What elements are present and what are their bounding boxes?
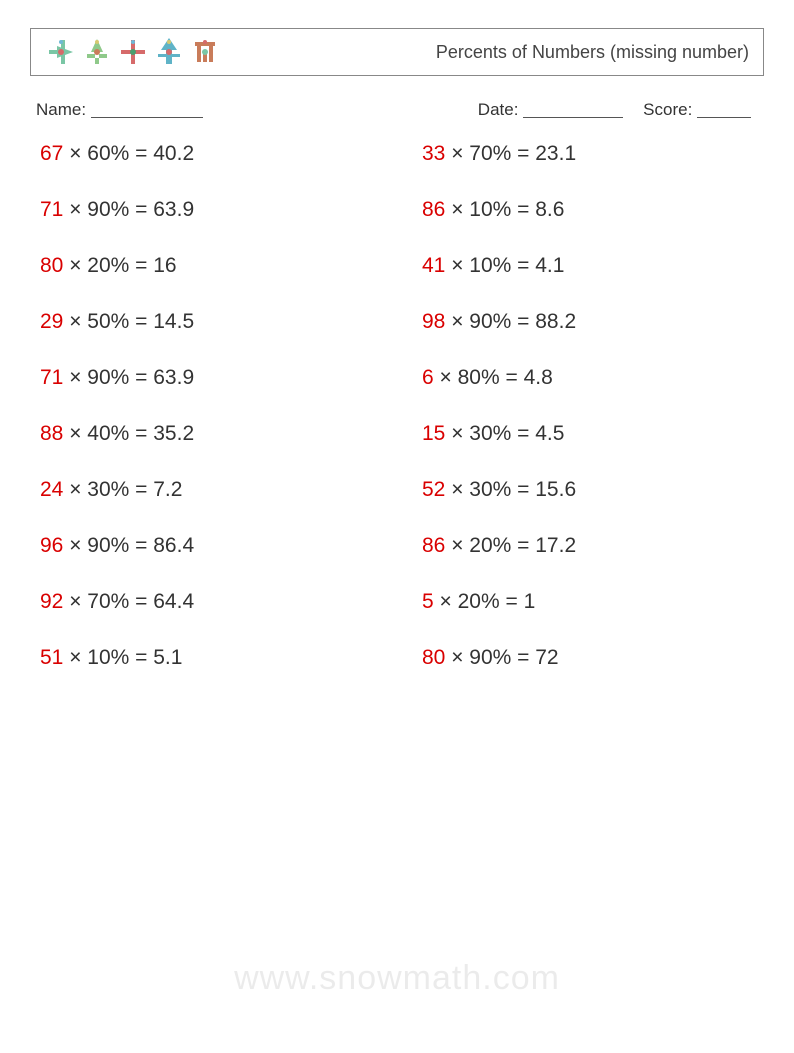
name-label: Name: [36,100,91,120]
equation-rest: × 70% = 23.1 [445,142,576,165]
problem-row: 67 × 60% = 40.2 [40,142,382,166]
missing-number: 29 [40,310,63,333]
equation-rest: × 10% = 8.6 [445,198,564,221]
missing-number: 33 [422,142,445,165]
problem-row: 86 × 20% = 17.2 [422,534,764,558]
spacer [203,100,478,120]
score-blank[interactable] [697,100,751,118]
missing-number: 80 [422,646,445,669]
missing-number: 51 [40,646,63,669]
header-icons-row [45,36,221,68]
equation-rest: × 90% = 63.9 [63,198,194,221]
date-label: Date: [478,100,523,120]
problem-row: 71 × 90% = 63.9 [40,366,382,390]
equation-rest: × 70% = 64.4 [63,590,194,613]
plane-red-icon [117,36,149,68]
info-row: Name: Date: Score: [30,100,764,120]
problem-row: 5 × 20% = 1 [422,590,764,614]
equation-rest: × 10% = 5.1 [63,646,182,669]
missing-number: 41 [422,254,445,277]
score-label: Score: [643,100,697,120]
missing-number: 15 [422,422,445,445]
equation-rest: × 20% = 1 [434,590,536,613]
missing-number: 71 [40,198,63,221]
equation-rest: × 90% = 86.4 [63,534,194,557]
name-blank[interactable] [91,100,203,118]
problem-row: 29 × 50% = 14.5 [40,310,382,334]
missing-number: 6 [422,366,434,389]
missing-number: 5 [422,590,434,613]
missing-number: 98 [422,310,445,333]
missing-number: 92 [40,590,63,613]
plane-teal-icon [153,36,185,68]
problem-row: 51 × 10% = 5.1 [40,646,382,670]
missing-number: 88 [40,422,63,445]
problem-row: 98 × 90% = 88.2 [422,310,764,334]
missing-number: 71 [40,366,63,389]
problems-grid: 67 × 60% = 40.2 33 × 70% = 23.1 71 × 90% =… [30,142,764,670]
problem-row: 86 × 10% = 8.6 [422,198,764,222]
watermark: www.snowmath.com [0,959,794,998]
problem-row: 96 × 90% = 86.4 [40,534,382,558]
problem-row: 71 × 90% = 63.9 [40,198,382,222]
problem-row: 52 × 30% = 15.6 [422,478,764,502]
plane-left-icon [45,36,77,68]
equation-rest: × 30% = 4.5 [445,422,564,445]
missing-number: 52 [422,478,445,501]
missing-number: 24 [40,478,63,501]
worksheet-page: Percents of Numbers (missing number) Nam… [0,0,794,670]
equation-rest: × 50% = 14.5 [63,310,194,333]
equation-rest: × 90% = 72 [445,646,558,669]
equation-rest: × 30% = 15.6 [445,478,576,501]
problem-row: 33 × 70% = 23.1 [422,142,764,166]
equation-rest: × 10% = 4.1 [445,254,564,277]
date-blank[interactable] [523,100,623,118]
equation-rest: × 80% = 4.8 [434,366,553,389]
missing-number: 80 [40,254,63,277]
problem-row: 6 × 80% = 4.8 [422,366,764,390]
missing-number: 86 [422,534,445,557]
problem-row: 92 × 70% = 64.4 [40,590,382,614]
problem-row: 41 × 10% = 4.1 [422,254,764,278]
plane-up-icon [81,36,113,68]
plane-gate-icon [189,36,221,68]
equation-rest: × 60% = 40.2 [63,142,194,165]
missing-number: 67 [40,142,63,165]
equation-rest: × 90% = 88.2 [445,310,576,333]
missing-number: 96 [40,534,63,557]
equation-rest: × 20% = 17.2 [445,534,576,557]
worksheet-title: Percents of Numbers (missing number) [436,42,749,63]
spacer [623,100,643,120]
equation-rest: × 40% = 35.2 [63,422,194,445]
problem-row: 80 × 90% = 72 [422,646,764,670]
equation-rest: × 90% = 63.9 [63,366,194,389]
equation-rest: × 20% = 16 [63,254,176,277]
problem-row: 24 × 30% = 7.2 [40,478,382,502]
problem-row: 15 × 30% = 4.5 [422,422,764,446]
missing-number: 86 [422,198,445,221]
equation-rest: × 30% = 7.2 [63,478,182,501]
problem-row: 88 × 40% = 35.2 [40,422,382,446]
problem-row: 80 × 20% = 16 [40,254,382,278]
header-box: Percents of Numbers (missing number) [30,28,764,76]
